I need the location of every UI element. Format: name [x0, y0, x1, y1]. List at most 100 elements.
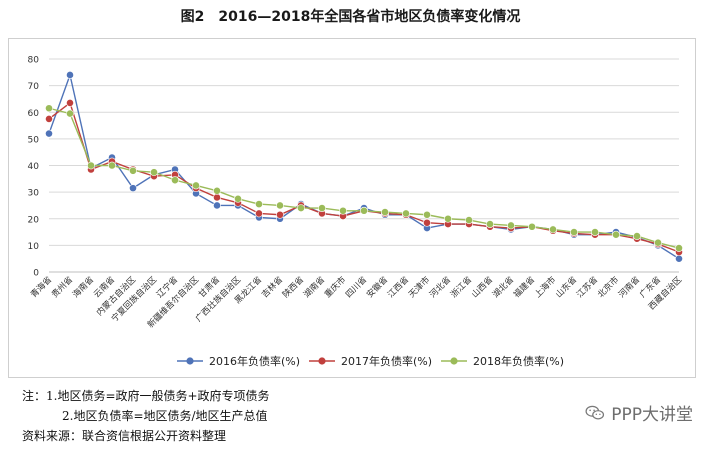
data-point	[633, 232, 641, 240]
y-tick-label: 70	[28, 82, 40, 92]
legend: 2016年负债率(%) 2017年负债率(%) 2018年负债率(%)	[177, 354, 564, 368]
series-line	[48, 101, 680, 253]
data-point	[276, 210, 284, 219]
data-point	[45, 115, 53, 123]
x-tick-label: 海南省	[70, 274, 96, 300]
legend-item: 2017年负债率(%)	[309, 354, 432, 368]
series-layer	[45, 71, 683, 263]
data-point	[360, 206, 368, 215]
y-tick-label: 80	[28, 56, 40, 66]
data-point	[591, 228, 599, 236]
data-point	[465, 216, 473, 224]
source-note: 资料来源：联合资信根据公开资料整理	[22, 429, 227, 443]
series-line	[48, 72, 680, 260]
note-line-2: 2.地区负债率=地区债务/地区生产总值	[62, 409, 268, 423]
wechat-icon	[585, 405, 605, 419]
data-point	[444, 214, 452, 223]
data-point	[402, 209, 410, 218]
x-tick-label: 福建省	[511, 274, 537, 300]
note-line-1: 注：1.地区债务=政府一般债务+政府专项债务	[22, 389, 270, 403]
x-tick-label: 山东省	[553, 274, 579, 300]
data-point	[213, 201, 221, 210]
x-tick-label: 青海省	[28, 274, 54, 300]
x-tick-label: 上海市	[532, 274, 558, 300]
x-tick-label: 浙江省	[448, 274, 474, 300]
legend-label: 2018年负债率(%)	[473, 354, 564, 368]
series-line	[48, 107, 680, 249]
y-tick-label: 30	[28, 189, 40, 199]
x-tick-label: 河南省	[616, 274, 642, 300]
x-tick-label: 贵州省	[49, 274, 75, 300]
y-tick-label: 0	[33, 269, 39, 279]
legend-label: 2017年负债率(%)	[341, 354, 432, 368]
data-point	[45, 129, 53, 138]
x-tick-label: 江苏省	[574, 274, 600, 300]
x-tick-label: 安徽省	[364, 274, 390, 300]
data-point	[255, 209, 263, 218]
watermark-text: PPP大讲堂	[611, 405, 693, 425]
data-point	[570, 228, 578, 236]
data-point	[654, 238, 662, 247]
chart-frame: 0 10 20 30 40 50 60 70 80 青海省 贵州省 海南省 云南省 内蒙古自治区 宁夏回族…	[8, 38, 696, 378]
data-point	[675, 254, 683, 263]
y-tick-label: 40	[28, 162, 40, 172]
data-point	[549, 225, 557, 234]
line-chart: 0 10 20 30 40 50 60 70 80 青海省贵州省海南省云南省内蒙古自治区宁夏回族…	[28, 56, 685, 369]
legend-marker	[186, 357, 194, 365]
data-point	[612, 230, 620, 239]
x-tick-label: 山西省	[469, 274, 495, 300]
x-tick-label: 吉林省	[259, 274, 285, 300]
data-point	[192, 181, 200, 190]
data-point	[66, 71, 74, 79]
y-tick-label: 60	[28, 109, 40, 119]
data-point	[66, 109, 74, 118]
chart-title: 图2 2016—2018年全国各省市地区负债率变化情况	[180, 9, 521, 25]
data-point	[108, 161, 116, 170]
legend-item: 2016年负债率(%)	[177, 354, 300, 368]
data-point	[276, 201, 284, 210]
y-tick-label: 50	[28, 135, 40, 145]
data-point	[423, 210, 431, 219]
legend-item: 2018年负债率(%)	[441, 354, 564, 368]
data-point	[129, 166, 137, 175]
x-tick-label: 重庆市	[322, 274, 348, 300]
data-point	[234, 194, 242, 203]
x-tick-label: 四川省	[343, 274, 369, 300]
data-point	[486, 220, 494, 228]
x-tick-label: 江西省	[385, 274, 411, 300]
grid-layer	[49, 58, 679, 273]
data-point	[150, 168, 158, 177]
data-point	[87, 161, 95, 170]
x-tick-label: 陕西省	[280, 274, 306, 300]
legend-label: 2016年负债率(%)	[209, 354, 300, 368]
y-tick-label: 20	[28, 215, 40, 225]
data-point	[339, 206, 347, 215]
x-tick-label: 北京市	[595, 274, 621, 300]
data-point	[381, 208, 389, 216]
data-point	[318, 204, 326, 212]
x-tick-label: 湖南省	[301, 274, 327, 300]
y-tick-labels: 0 10 20 30 40 50 60 70 80	[28, 56, 40, 279]
data-point	[213, 193, 221, 202]
watermark: PPP大讲堂	[585, 400, 693, 425]
data-point	[213, 186, 221, 195]
chart-notes: 注：1.地区债务=政府一般债务+政府专项债务 2.地区负债率=地区债务/地区生产…	[22, 386, 270, 446]
legend-marker	[318, 357, 326, 365]
series-2	[45, 104, 683, 252]
data-point	[507, 221, 515, 230]
x-tick-label: 河北省	[427, 274, 453, 300]
data-point	[297, 204, 305, 212]
x-tick-label: 天津市	[406, 274, 432, 300]
data-point	[675, 244, 683, 252]
y-tick-label: 10	[28, 242, 40, 252]
x-tick-label: 湖北省	[490, 274, 516, 300]
data-point	[171, 176, 179, 185]
data-point	[45, 104, 53, 113]
data-point	[423, 218, 431, 227]
data-point	[66, 99, 74, 107]
data-point	[129, 184, 137, 193]
legend-marker	[450, 357, 458, 365]
x-tick-labels: 青海省贵州省海南省云南省内蒙古自治区宁夏回族自治区辽宁省新疆维吾尔自治区甘肃省广…	[28, 274, 684, 330]
data-point	[528, 222, 536, 231]
data-point	[255, 200, 263, 209]
